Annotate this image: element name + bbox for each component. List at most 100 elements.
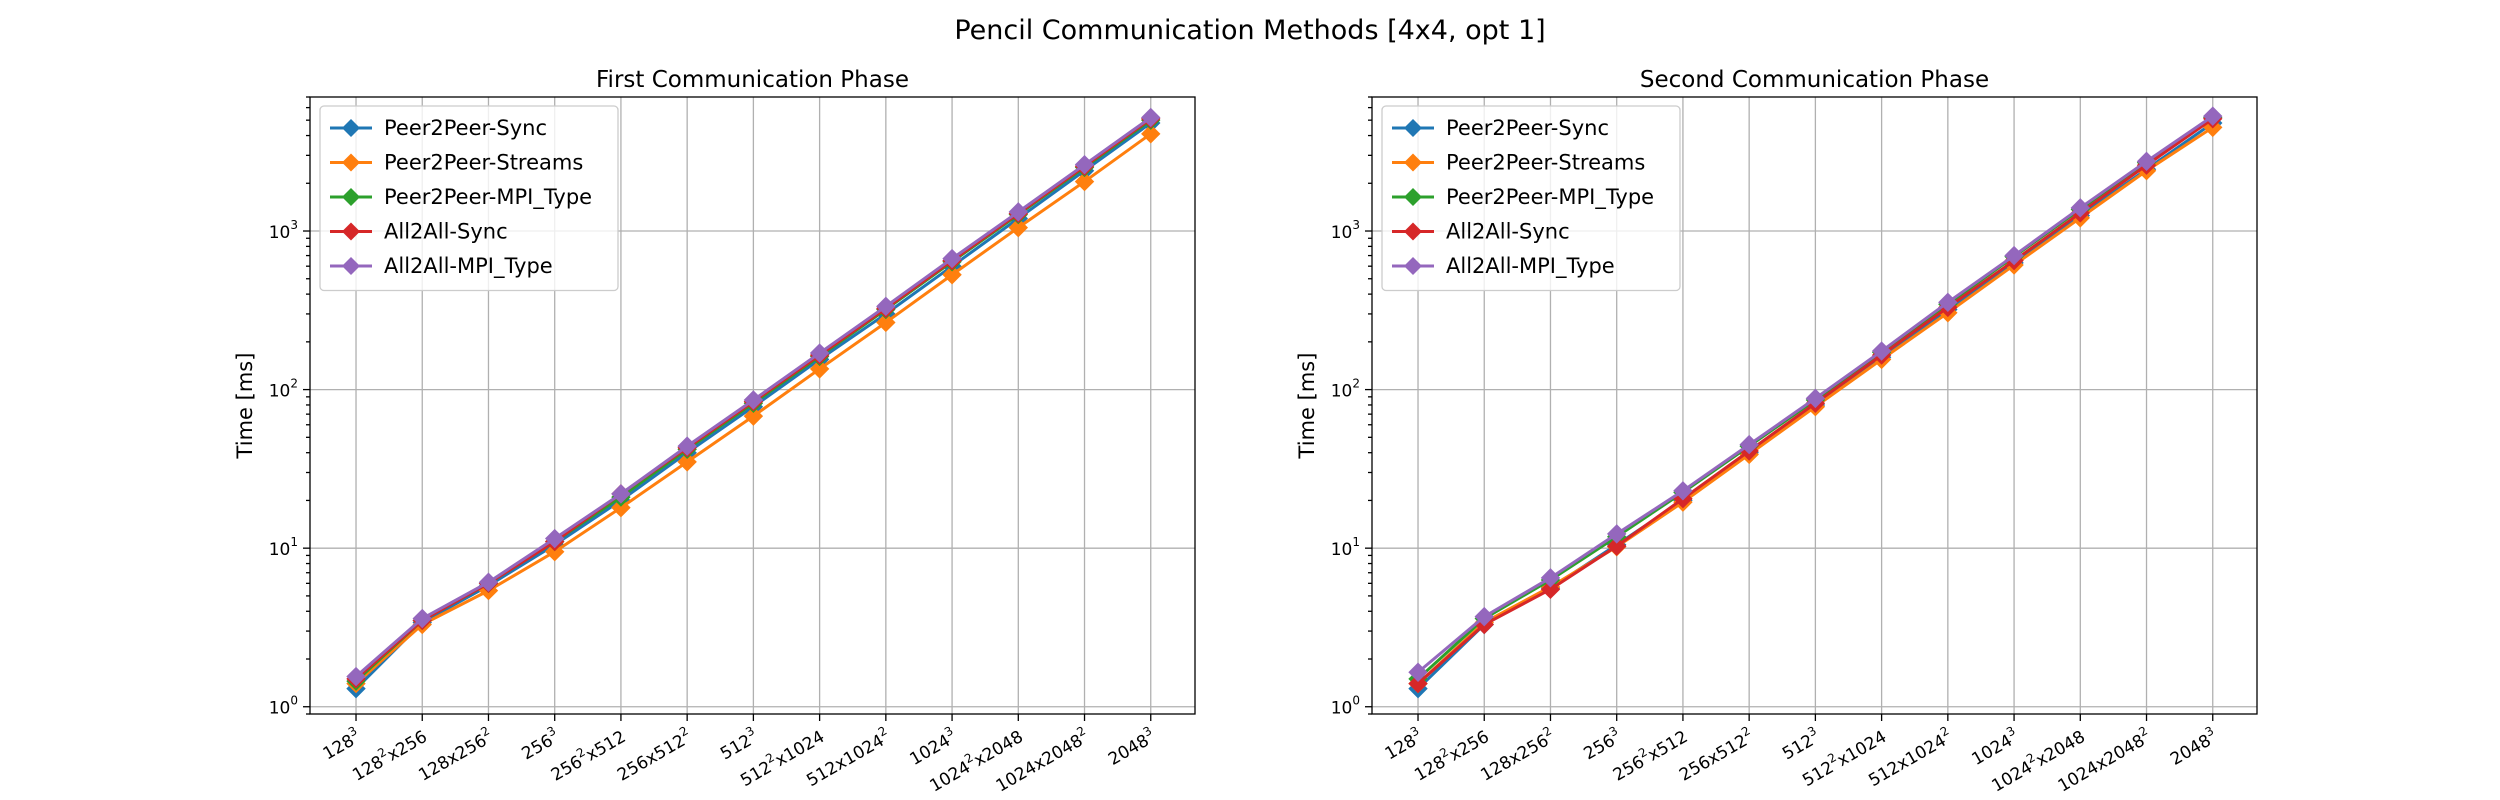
legend-swatch-marker bbox=[342, 222, 360, 241]
data-point bbox=[677, 436, 697, 456]
legend-item: All2All-MPI_Type bbox=[330, 254, 553, 279]
y-tick-label: 102 bbox=[1331, 377, 1360, 402]
legend-item: Peer2Peer-Sync bbox=[1392, 116, 1609, 140]
legend-label: Peer2Peer-MPI_Type bbox=[384, 185, 592, 210]
x-tick-label: 128x2562 bbox=[413, 724, 497, 786]
x-tick-text: x512 bbox=[583, 727, 630, 766]
x-tick-label: 256x5122 bbox=[1674, 724, 1758, 786]
x-tick-label: 5123 bbox=[715, 724, 762, 765]
y-tick-base: 10 bbox=[269, 223, 291, 243]
legend-label: All2All-Sync bbox=[1446, 220, 1570, 244]
x-tick-label: 5123 bbox=[1777, 724, 1824, 765]
data-point bbox=[743, 390, 764, 410]
legend-item: All2All-Sync bbox=[330, 220, 508, 244]
legend-swatch-marker bbox=[342, 257, 360, 275]
data-point bbox=[1141, 124, 1161, 144]
data-point bbox=[2070, 198, 2091, 218]
legend-swatch-marker bbox=[342, 153, 360, 172]
data-point bbox=[809, 343, 830, 363]
y-tick-exponent: 0 bbox=[1352, 694, 1360, 708]
legend-item: Peer2Peer-MPI_Type bbox=[1392, 185, 1654, 210]
data-point bbox=[1008, 202, 1029, 222]
data-point bbox=[611, 497, 631, 518]
y-tick-base: 10 bbox=[269, 540, 291, 560]
data-point bbox=[942, 265, 962, 285]
legend: Peer2Peer-Sync Peer2Peer-Streams Peer2Peer… bbox=[1381, 105, 1681, 292]
x-tick-label: 2563 bbox=[1578, 724, 1625, 765]
figure-suptitle: Pencil Communication Methods [4x4, opt 1… bbox=[954, 15, 1545, 46]
x-tick-text: x512 bbox=[1645, 727, 1692, 766]
x-tick-text: x256 bbox=[384, 727, 431, 766]
legend-swatch-marker bbox=[342, 188, 360, 206]
x-tick-label: 1282x256 bbox=[1409, 724, 1493, 786]
y-tick-exponent: 1 bbox=[1352, 535, 1360, 549]
y-tick-base: 10 bbox=[269, 382, 291, 402]
legend-label: Peer2Peer-Streams bbox=[384, 151, 583, 175]
data-point bbox=[942, 248, 962, 269]
y-tick-exponent: 3 bbox=[1352, 218, 1360, 232]
y-tick-exponent: 3 bbox=[290, 218, 298, 232]
x-tick-label: 1283 bbox=[318, 724, 365, 765]
legend-item: All2All-MPI_Type bbox=[1392, 254, 1615, 279]
data-point bbox=[346, 666, 366, 687]
y-minor-ticks bbox=[306, 96, 310, 715]
y-tick-label: 100 bbox=[1331, 694, 1360, 719]
data-point bbox=[876, 296, 896, 317]
legend-label: Peer2Peer-Streams bbox=[1446, 151, 1645, 175]
grid bbox=[1372, 97, 2257, 714]
legend-label: All2All-MPI_Type bbox=[384, 254, 553, 279]
legend-item: Peer2Peer-Sync bbox=[330, 116, 547, 140]
x-tick-label: 2563 bbox=[516, 724, 563, 765]
data-point bbox=[544, 528, 565, 549]
data-point bbox=[809, 359, 830, 379]
y-tick-base: 10 bbox=[1331, 699, 1353, 719]
y-tick-base: 10 bbox=[1331, 223, 1353, 243]
legend-swatch-marker bbox=[342, 119, 360, 137]
x-tick-label: 128x2562 bbox=[1475, 724, 1559, 786]
legend-box bbox=[1381, 105, 1681, 292]
data-point bbox=[1074, 171, 1095, 192]
data-point bbox=[1408, 662, 1428, 682]
legend-swatch-marker bbox=[1404, 153, 1422, 172]
legend-swatch-marker bbox=[1404, 188, 1422, 206]
y-tick-base: 10 bbox=[1331, 540, 1353, 560]
y-minor-ticks bbox=[1368, 96, 1372, 715]
legend-label: Peer2Peer-Sync bbox=[384, 116, 547, 140]
x-tick-label: 10243 bbox=[904, 724, 960, 770]
data-point bbox=[1606, 536, 1627, 556]
legend-label: All2All-Sync bbox=[384, 220, 508, 244]
data-point bbox=[412, 608, 432, 629]
data-point bbox=[1673, 481, 1693, 501]
data-point bbox=[1540, 568, 1561, 588]
legend-label: Peer2Peer-Sync bbox=[1446, 116, 1609, 140]
y-axis-label: Time [ms] bbox=[1295, 353, 1319, 460]
y-tick-label: 101 bbox=[1331, 535, 1360, 560]
legend-swatch-marker bbox=[1404, 257, 1422, 275]
y-tick-label: 101 bbox=[269, 535, 298, 560]
data-point bbox=[478, 572, 499, 592]
data-point bbox=[743, 406, 764, 426]
x-tick-label: 20483 bbox=[1103, 724, 1159, 770]
data-point bbox=[2004, 245, 2024, 266]
y-tick-base: 10 bbox=[1331, 382, 1353, 402]
data-point bbox=[1074, 154, 1095, 175]
data-point bbox=[677, 452, 697, 472]
x-tick-label: 20483 bbox=[2165, 724, 2221, 770]
x-tick-label: 10243 bbox=[1966, 724, 2022, 770]
data-point bbox=[1540, 579, 1561, 600]
legend: Peer2Peer-Sync Peer2Peer-Streams Peer2Peer… bbox=[319, 105, 619, 292]
y-tick-exponent: 0 bbox=[290, 694, 298, 708]
y-tick-exponent: 2 bbox=[290, 377, 298, 391]
chart-title: Second Communication Phase bbox=[1640, 67, 1989, 93]
data-point bbox=[2203, 106, 2223, 126]
data-point bbox=[544, 541, 565, 562]
legend-swatch-marker bbox=[1404, 222, 1422, 241]
legend-label: All2All-MPI_Type bbox=[1446, 254, 1615, 279]
x-tick-label: 1282x256 bbox=[347, 724, 431, 786]
data-point bbox=[1871, 341, 1892, 361]
plot-frame bbox=[1371, 96, 2258, 715]
y-tick-label: 102 bbox=[269, 377, 298, 402]
grid bbox=[310, 97, 1195, 714]
y-axis-label: Time [ms] bbox=[233, 353, 257, 460]
